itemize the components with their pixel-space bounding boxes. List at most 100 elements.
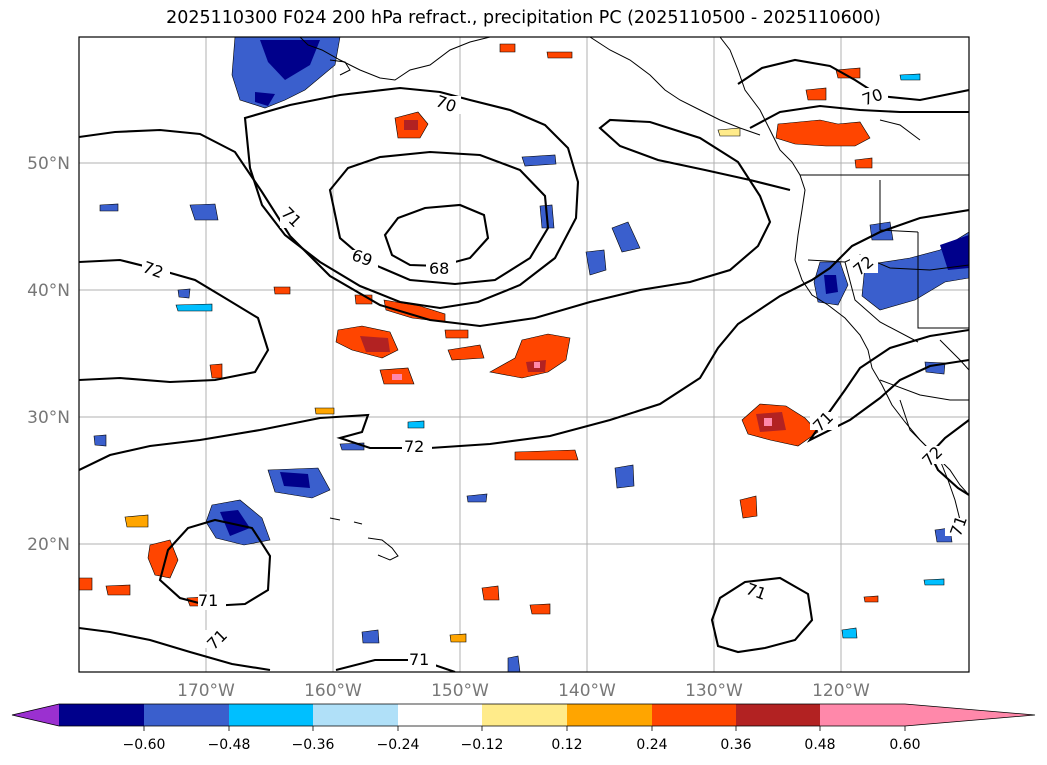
precip-blob — [739, 495, 758, 519]
latitude-labels: 50°N 40°N 30°N 20°N — [27, 154, 70, 555]
lat-label: 50°N — [27, 154, 70, 174]
precip-blob — [717, 127, 741, 137]
precip-blob — [824, 275, 838, 294]
precip-blob — [360, 336, 390, 352]
colorbar: −0.60 −0.48 −0.36 −0.24 −0.12 0.12 0.24 … — [11, 703, 1036, 753]
precip-blob — [255, 92, 275, 106]
precip-blob — [361, 629, 380, 644]
colorbar-tick: 0.24 — [636, 737, 667, 753]
lon-label: 170°W — [177, 681, 235, 701]
precip-blob — [105, 584, 131, 596]
plot-frame — [78, 36, 970, 673]
precip-blob — [407, 420, 425, 429]
contour-71-sw — [158, 518, 272, 608]
precip-blob — [489, 333, 571, 379]
lon-label: 130°W — [685, 681, 743, 701]
precip-blob — [514, 449, 579, 461]
colorbar-segment — [144, 704, 229, 726]
precip-blob — [466, 493, 488, 503]
colorbar-segment — [59, 704, 144, 726]
contour-71-bottom — [335, 658, 456, 672]
precip-blob — [499, 43, 516, 53]
lat-label: 30°N — [27, 408, 70, 428]
precip-blob — [481, 585, 500, 601]
colorbar-segment — [820, 704, 905, 726]
precip-blob — [863, 595, 879, 603]
contour-70-ne — [737, 58, 969, 102]
precip-blob — [124, 514, 149, 528]
colorbar-tick: −0.24 — [377, 737, 420, 753]
colorbar-tick: 0.36 — [720, 737, 751, 753]
colorbar-segment — [567, 704, 652, 726]
colorbar-tick: 0.48 — [804, 737, 835, 753]
lon-label: 140°W — [558, 681, 616, 701]
precip-blob — [392, 374, 402, 380]
precip-blob — [534, 362, 540, 368]
lat-label: 40°N — [27, 281, 70, 301]
contour-68 — [383, 203, 490, 268]
colorbar-tick: −0.48 — [208, 737, 251, 753]
precip-blob — [273, 286, 291, 295]
precip-blob — [177, 288, 191, 299]
precip-blob — [923, 578, 945, 586]
colorbar-segment — [736, 704, 820, 726]
longitude-labels: 170°W 160°W 150°W 140°W 130°W 120°W — [177, 681, 870, 701]
contour-label: 72 — [404, 437, 424, 456]
precip-blob — [280, 472, 310, 488]
colorbar-tick: −0.60 — [123, 737, 166, 753]
precip-blob — [529, 603, 551, 615]
precip-blob — [79, 577, 93, 591]
lon-label: 150°W — [431, 681, 489, 701]
colorbar-segment — [398, 704, 482, 726]
precip-blob — [147, 539, 179, 579]
contour-label: 71 — [946, 513, 971, 539]
colorbar-tick: −0.36 — [292, 737, 335, 753]
precip-blob — [449, 633, 467, 643]
colorbar-segment — [313, 704, 398, 726]
contour-label: 71 — [409, 650, 429, 669]
contour-71-ne — [749, 104, 969, 129]
precip-blob — [805, 87, 827, 101]
precip-blob — [99, 203, 119, 212]
precip-blob — [841, 627, 858, 639]
colorbar-extend-min — [12, 704, 59, 726]
colorbar-segment — [482, 704, 567, 726]
contour-71-main — [79, 118, 791, 328]
precip-blob — [521, 154, 557, 167]
precip-blob — [314, 407, 335, 415]
lat-label: 20°N — [27, 535, 70, 555]
colorbar-tick: 0.12 — [551, 737, 582, 753]
precip-blob — [764, 418, 772, 426]
colorbar-tick: 0.60 — [889, 737, 920, 753]
precip-blob — [940, 235, 969, 270]
precip-blob — [209, 363, 223, 379]
contour-label: 71 — [198, 591, 218, 610]
precip-blob — [611, 221, 641, 253]
contour-69 — [328, 150, 550, 286]
precip-blob — [175, 303, 213, 312]
colorbar-tick: −0.12 — [461, 737, 504, 753]
lon-label: 120°W — [812, 681, 870, 701]
precip-blob — [507, 655, 521, 672]
precip-blob — [93, 434, 107, 447]
precip-blob — [899, 73, 921, 81]
precip-blob — [404, 120, 418, 130]
colorbar-extend-max — [905, 704, 1035, 726]
precip-blob — [775, 119, 871, 147]
precip-blob — [260, 40, 320, 80]
chart-title: 2025110300 F024 200 hPa refract., precip… — [166, 8, 881, 28]
colorbar-segment — [229, 704, 313, 726]
contour-71-south — [79, 626, 271, 672]
precip-blob — [614, 464, 635, 489]
contour-label: 68 — [429, 259, 449, 278]
contour-71-right — [710, 576, 814, 654]
precip-blob — [546, 51, 573, 59]
lon-label: 160°W — [304, 681, 362, 701]
precip-blob — [444, 329, 469, 339]
precip-blob — [220, 510, 250, 536]
precip-blob — [854, 157, 873, 169]
colorbar-segment — [652, 704, 736, 726]
precip-blob — [835, 67, 861, 79]
precip-blob — [447, 344, 485, 361]
